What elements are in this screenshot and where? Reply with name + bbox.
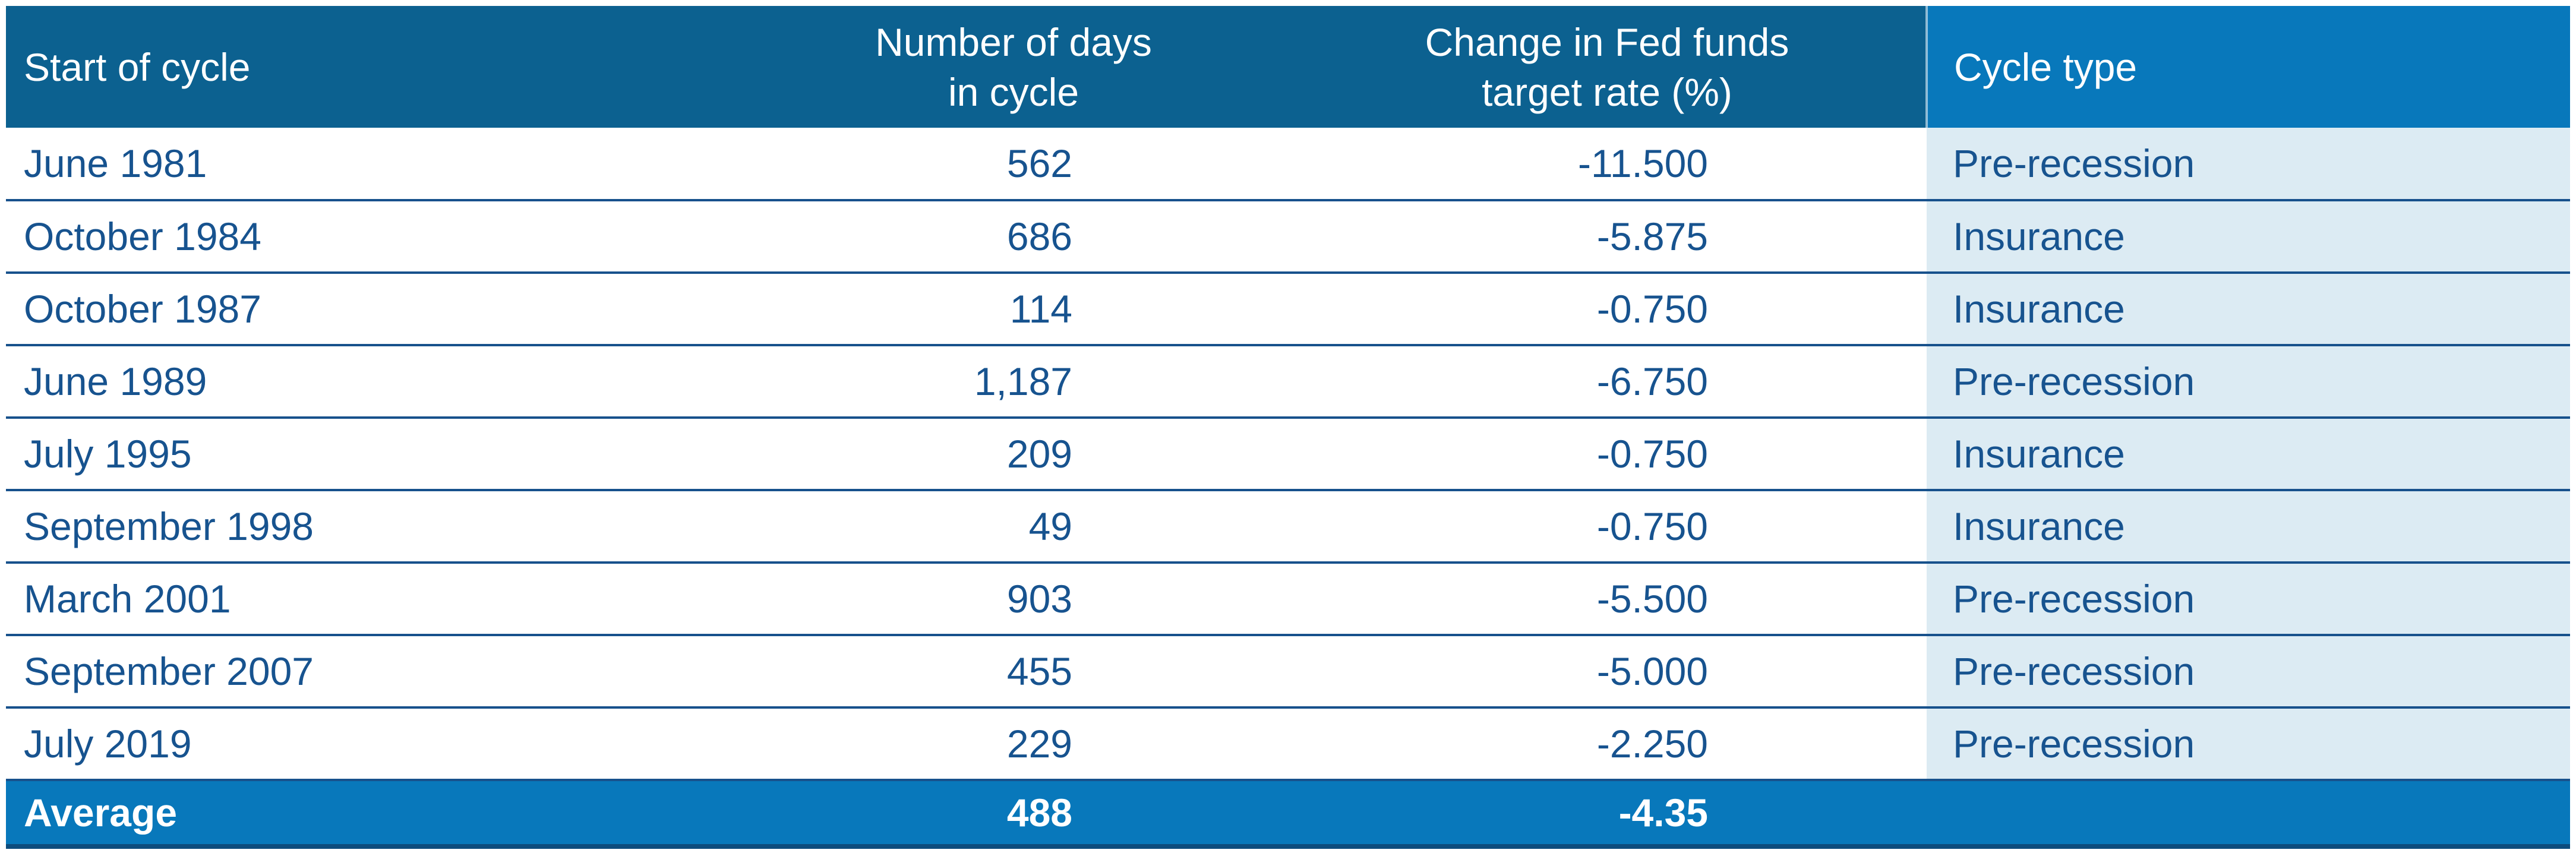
table-row: October 1987 114 -0.750 Insurance [6,273,2570,346]
cell-rate-change: -2.250 [1289,707,1927,781]
cell-number-of-days: 229 [738,707,1289,781]
cell-cycle-type: Pre-recession [1927,563,2570,636]
cell-rate-change: -6.750 [1289,345,1927,419]
cell-cycle-type: Pre-recession [1927,635,2570,709]
cell-start-of-cycle: September 1998 [6,490,738,564]
table-row: July 1995 209 -0.750 Insurance [6,418,2570,491]
cell-rate-change: -0.750 [1289,490,1927,564]
cell-number-of-days: 1,187 [738,345,1289,419]
cell-cycle-type: Pre-recession [1927,345,2570,419]
fed-easing-cycles-table: Start of cycle Number of days in cycle C… [6,6,2570,849]
cell-start-of-cycle: October 1987 [6,273,738,346]
cell-start-of-cycle: July 1995 [6,418,738,491]
cell-number-of-days: 562 [738,128,1289,201]
cell-rate-change: -5.000 [1289,635,1927,709]
table-row: March 2001 903 -5.500 Pre-recession [6,563,2570,636]
cell-cycle-type: Insurance [1927,200,2570,274]
average-row: Average 488 -4.35 [6,780,2570,849]
table-row: September 1998 49 -0.750 Insurance [6,490,2570,564]
cell-start-of-cycle: June 1989 [6,345,738,419]
cell-rate-change: -0.750 [1289,273,1927,346]
average-label: Average [6,780,738,849]
header-cycle-type: Cycle type [1925,6,2570,128]
cell-rate-change: -11.500 [1289,128,1927,201]
table-row: June 1989 1,187 -6.750 Pre-recession [6,345,2570,419]
cell-number-of-days: 209 [738,418,1289,491]
header-row: Start of cycle Number of days in cycle C… [6,6,2570,128]
cell-rate-change: -5.500 [1289,563,1927,636]
cell-number-of-days: 455 [738,635,1289,709]
header-start-of-cycle: Start of cycle [6,6,738,128]
cell-start-of-cycle: September 2007 [6,635,738,709]
table-row: October 1984 686 -5.875 Insurance [6,200,2570,274]
table-header: Start of cycle Number of days in cycle C… [6,6,2570,128]
cell-start-of-cycle: July 2019 [6,707,738,781]
cell-start-of-cycle: June 1981 [6,128,738,201]
cell-cycle-type: Insurance [1927,490,2570,564]
table-row: July 2019 229 -2.250 Pre-recession [6,707,2570,781]
average-days: 488 [738,780,1289,849]
cell-cycle-type: Insurance [1927,418,2570,491]
cell-cycle-type: Pre-recession [1927,707,2570,781]
header-rate-change: Change in Fed funds target rate (%) [1289,6,1927,128]
cell-start-of-cycle: October 1984 [6,200,738,274]
cell-number-of-days: 49 [738,490,1289,564]
cell-rate-change: -5.875 [1289,200,1927,274]
cell-cycle-type: Pre-recession [1927,128,2570,201]
table-body: June 1981 562 -11.500 Pre-recession October … [6,128,2570,781]
cell-cycle-type: Insurance [1927,273,2570,346]
cell-rate-change: -0.750 [1289,418,1927,491]
table-row: September 2007 455 -5.000 Pre-recession [6,635,2570,709]
cell-number-of-days: 686 [738,200,1289,274]
table-row: June 1981 562 -11.500 Pre-recession [6,128,2570,201]
average-rate: -4.35 [1289,780,1927,849]
average-cycle-type-cell [1927,780,2570,849]
cell-number-of-days: 114 [738,273,1289,346]
table-footer: Average 488 -4.35 [6,780,2570,849]
cell-start-of-cycle: March 2001 [6,563,738,636]
fed-easing-cycles-table-container: Start of cycle Number of days in cycle C… [6,6,2570,849]
header-number-of-days: Number of days in cycle [738,6,1289,128]
cell-number-of-days: 903 [738,563,1289,636]
